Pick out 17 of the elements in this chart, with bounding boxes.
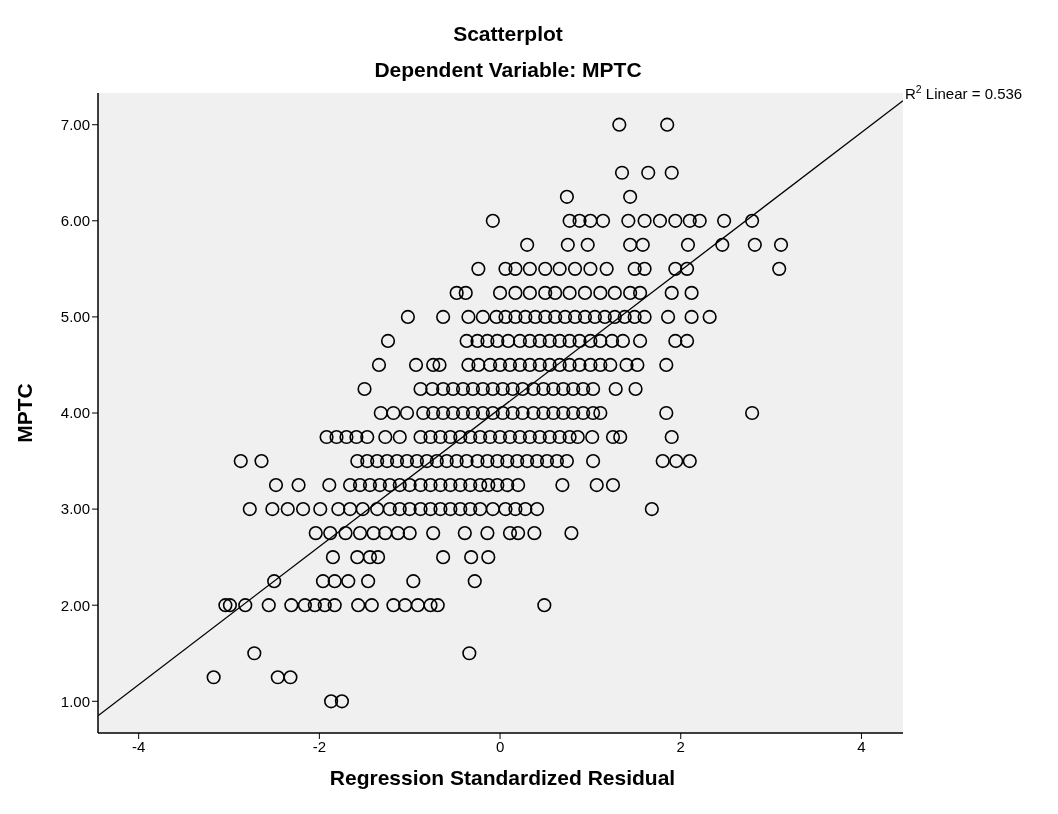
x-tick-label: 4 [857,737,866,755]
y-tick-label: 4.00 [60,404,90,422]
text: R$^{2}$ Linear = 0.536 [905,83,1023,102]
x-axis-title: Regression Standardized Residual [328,766,677,790]
x-tick-label: 2 [676,737,685,755]
chart-title: Scatterplot [452,22,564,46]
y-tick-label: 3.00 [60,500,90,518]
y-tick-label: 6.00 [60,212,90,230]
y-axis-title: MPTC [13,382,37,445]
x-tick-label: 0 [495,737,505,755]
x-tick-label: -2 [312,737,327,755]
y-tick-label: 5.00 [60,308,90,326]
y-tick-label: 2.00 [60,596,90,614]
y-tick-label: 1.00 [60,692,90,710]
chart-subtitle: Dependent Variable: MPTC [373,58,643,82]
x-tick-label: -4 [131,737,146,755]
y-tick-label: 7.00 [60,116,90,134]
